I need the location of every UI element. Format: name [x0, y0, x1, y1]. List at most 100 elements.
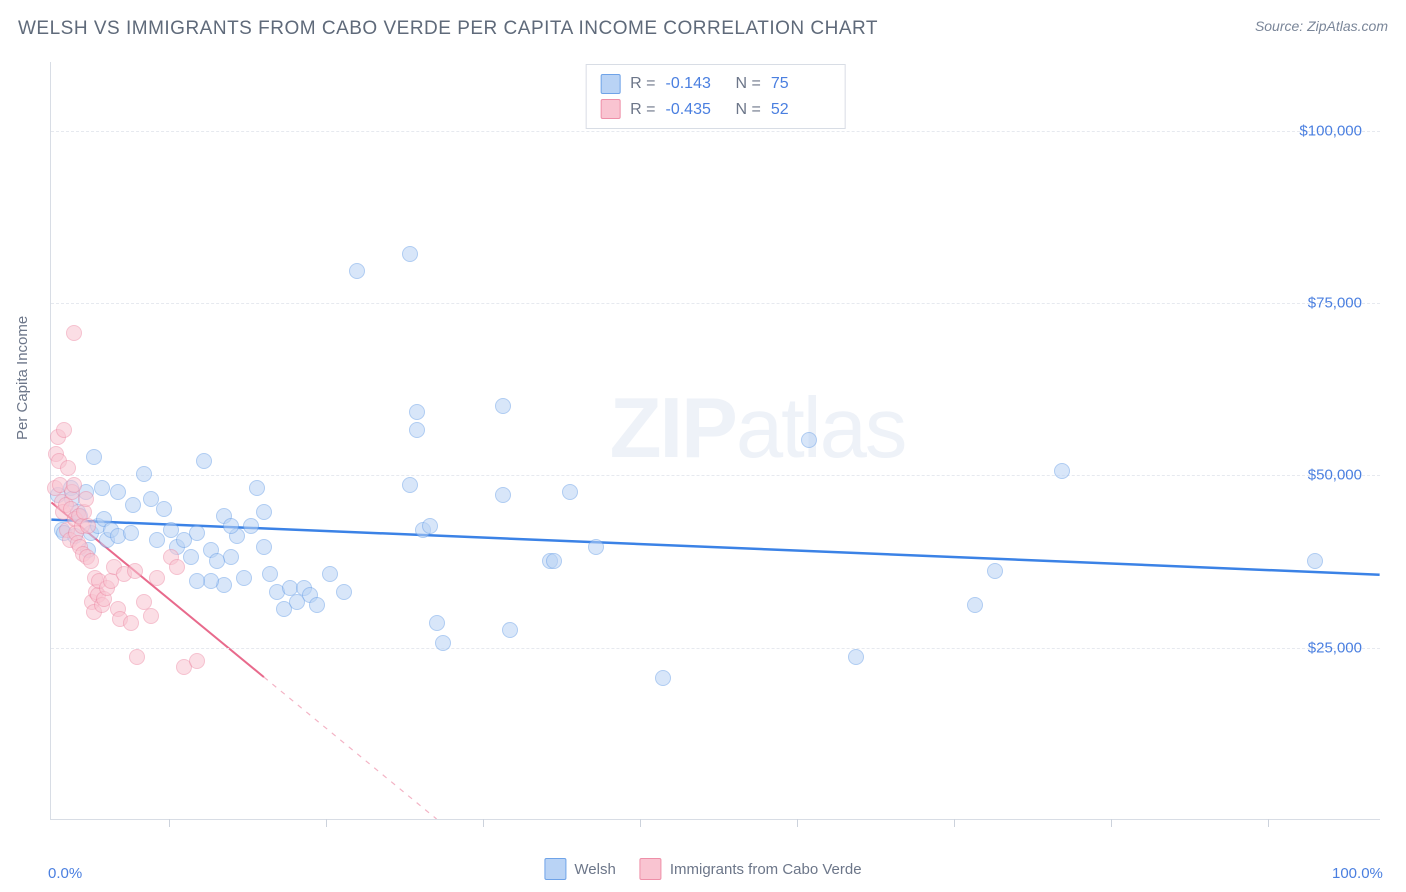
data-point	[502, 622, 518, 638]
data-point	[495, 487, 511, 503]
stat-n-label: N =	[736, 71, 761, 97]
y-tick-label: $50,000	[1308, 467, 1362, 484]
chart-title: WELSH VS IMMIGRANTS FROM CABO VERDE PER …	[18, 18, 878, 40]
legend-swatch	[544, 858, 566, 880]
stat-r-label: R =	[630, 71, 655, 97]
data-point	[801, 432, 817, 448]
plot-area: ZIPatlas R = -0.143 N = 75 R = -0.435 N = 52 $2…	[50, 62, 1380, 820]
data-point	[125, 497, 141, 513]
data-point	[848, 649, 864, 665]
gridline-h	[51, 475, 1380, 476]
correlation-stat-box: R = -0.143 N = 75 R = -0.435 N = 52	[585, 64, 846, 129]
data-point	[189, 653, 205, 669]
data-point	[189, 573, 205, 589]
stat-r-label: R =	[630, 97, 655, 123]
data-point	[429, 615, 445, 631]
stat-row: R = -0.143 N = 75	[600, 71, 831, 97]
data-point	[402, 477, 418, 493]
data-point	[110, 484, 126, 500]
data-point	[435, 635, 451, 651]
data-point	[1307, 553, 1323, 569]
data-point	[80, 518, 96, 534]
y-tick-label: $25,000	[1308, 639, 1362, 656]
stat-swatch	[600, 74, 620, 94]
data-point	[349, 263, 365, 279]
data-point	[256, 539, 272, 555]
data-point	[249, 480, 265, 496]
stat-row: R = -0.435 N = 52	[600, 97, 831, 123]
data-point	[66, 477, 82, 493]
gridline-h	[51, 648, 1380, 649]
data-point	[86, 449, 102, 465]
data-point	[422, 518, 438, 534]
chart-header: WELSH VS IMMIGRANTS FROM CABO VERDE PER …	[18, 18, 1388, 40]
data-point	[129, 649, 145, 665]
stat-n-value: 75	[771, 71, 831, 97]
data-point	[123, 525, 139, 541]
watermark: ZIPatlas	[610, 380, 906, 478]
stat-n-label: N =	[736, 97, 761, 123]
stat-n-value: 52	[771, 97, 831, 123]
x-tick	[1111, 819, 1112, 827]
x-tick	[1268, 819, 1269, 827]
x-tick	[169, 819, 170, 827]
x-axis-max-label: 100.0%	[1332, 865, 1383, 882]
x-tick	[640, 819, 641, 827]
data-point	[495, 398, 511, 414]
data-point	[402, 246, 418, 262]
data-point	[83, 553, 99, 569]
data-point	[588, 539, 604, 555]
legend-label: Immigrants from Cabo Verde	[670, 861, 862, 878]
stat-swatch	[600, 99, 620, 119]
x-tick	[483, 819, 484, 827]
legend-label: Welsh	[574, 861, 615, 878]
data-point	[655, 670, 671, 686]
source-label: Source: ZipAtlas.com	[1255, 18, 1388, 34]
gridline-h	[51, 303, 1380, 304]
legend-item: Immigrants from Cabo Verde	[640, 858, 862, 880]
legend-swatch	[640, 858, 662, 880]
x-tick	[797, 819, 798, 827]
gridline-h	[51, 131, 1380, 132]
data-point	[322, 566, 338, 582]
y-tick-label: $100,000	[1299, 122, 1362, 139]
data-point	[136, 466, 152, 482]
x-tick	[326, 819, 327, 827]
data-point	[143, 608, 159, 624]
data-point	[1054, 463, 1070, 479]
data-point	[78, 491, 94, 507]
data-point	[987, 563, 1003, 579]
data-point	[169, 559, 185, 575]
stat-r-value: -0.435	[666, 97, 726, 123]
data-point	[94, 480, 110, 496]
data-point	[149, 532, 165, 548]
watermark-light: atlas	[736, 381, 906, 476]
stat-r-value: -0.143	[666, 71, 726, 97]
legend-item: Welsh	[544, 858, 615, 880]
data-point	[236, 570, 252, 586]
y-tick-label: $75,000	[1308, 295, 1362, 312]
data-point	[562, 484, 578, 500]
data-point	[189, 525, 205, 541]
data-point	[56, 422, 72, 438]
data-point	[967, 597, 983, 613]
data-point	[60, 460, 76, 476]
watermark-bold: ZIP	[610, 381, 736, 476]
data-point	[123, 615, 139, 631]
data-point	[209, 553, 225, 569]
x-tick	[954, 819, 955, 827]
data-point	[66, 325, 82, 341]
data-point	[223, 518, 239, 534]
data-point	[409, 422, 425, 438]
data-point	[256, 504, 272, 520]
legend: Welsh Immigrants from Cabo Verde	[544, 858, 861, 880]
data-point	[127, 563, 143, 579]
data-point	[336, 584, 352, 600]
data-point	[149, 570, 165, 586]
data-point	[183, 549, 199, 565]
data-point	[196, 453, 212, 469]
x-axis-min-label: 0.0%	[48, 865, 82, 882]
y-axis-label: Per Capita Income	[14, 316, 31, 440]
data-point	[262, 566, 278, 582]
data-point	[243, 518, 259, 534]
